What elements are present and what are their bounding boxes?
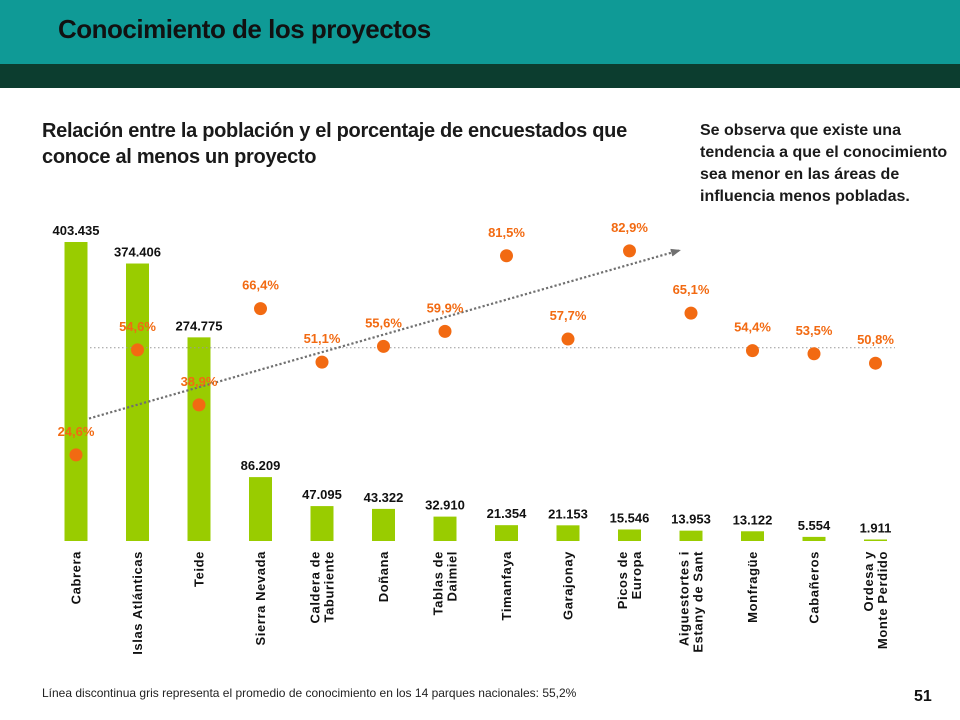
svg-text:Cabrera: Cabrera <box>69 551 84 605</box>
trend-arrow <box>88 248 681 420</box>
population-bar <box>679 530 703 541</box>
knowledge-point <box>807 347 821 361</box>
knowledge-point <box>623 244 636 258</box>
knowledge-point <box>69 448 83 462</box>
knowledge-percent-label: 54,4% <box>734 320 771 335</box>
knowledge-point <box>746 344 759 358</box>
page-title: Conocimiento de los proyectos <box>58 14 431 44</box>
population-value-label: 21.153 <box>548 506 588 521</box>
knowledge-point <box>131 343 144 357</box>
knowledge-point <box>561 332 575 346</box>
svg-text:Islas Atlánticas: Islas Atlánticas <box>130 551 145 655</box>
category-label: Islas Atlánticas <box>130 551 145 655</box>
population-bar <box>618 529 641 541</box>
chart-title: Relación entre la población y el porcent… <box>42 120 627 168</box>
category-label: Caldera deTaburiente <box>308 551 337 623</box>
footnote: Línea discontinua gris representa el pro… <box>42 686 577 700</box>
population-bar <box>310 506 334 541</box>
population-bar <box>64 242 88 541</box>
category-label: Sierra Nevada <box>253 551 268 646</box>
category-label: Aiguestortes iEstany de Sant <box>677 551 706 653</box>
knowledge-point <box>684 306 698 320</box>
population-value-label: 43.322 <box>364 490 404 505</box>
population-bar <box>187 337 211 541</box>
knowledge-point <box>500 249 513 263</box>
knowledge-point <box>254 302 267 316</box>
knowledge-percent-label: 82,9% <box>611 220 648 235</box>
knowledge-percent-label: 53,5% <box>796 323 833 338</box>
population-bar <box>249 477 272 541</box>
svg-text:Monfragüe: Monfragüe <box>745 551 760 623</box>
category-label: Picos deEuropa <box>615 551 644 609</box>
knowledge-point <box>438 324 452 338</box>
category-label: Cabañeros <box>807 551 822 624</box>
knowledge-percent-label: 66,4% <box>242 278 279 293</box>
svg-text:Timanfaya: Timanfaya <box>499 551 514 621</box>
population-value-label: 47.095 <box>302 487 342 502</box>
svg-text:Garajonay: Garajonay <box>561 551 576 620</box>
observation-note: Se observa que existe una tendencia a qu… <box>700 122 948 205</box>
page-number: 51 <box>914 688 932 705</box>
knowledge-percent-label: 65,1% <box>673 282 710 297</box>
svg-text:Sierra Nevada: Sierra Nevada <box>253 551 268 646</box>
header-stripe <box>0 64 960 88</box>
population-bar <box>433 516 457 541</box>
population-bar <box>495 525 518 541</box>
population-value-label: 15.546 <box>610 510 650 525</box>
header-bar <box>0 0 960 64</box>
population-value-label: 13.122 <box>733 512 773 527</box>
svg-text:Tablas deDaimiel: Tablas deDaimiel <box>431 551 460 615</box>
population-bar <box>126 263 149 541</box>
knowledge-point <box>192 398 206 412</box>
knowledge-percent-label: 51,1% <box>304 331 341 346</box>
svg-text:Doñana: Doñana <box>376 551 391 602</box>
population-value-label: 86.209 <box>241 458 281 473</box>
svg-text:Aiguestortes iEstany de Sant: Aiguestortes iEstany de Sant <box>677 551 706 653</box>
population-value-label: 21.354 <box>487 506 528 521</box>
knowledge-percent-label: 55,6% <box>365 315 402 330</box>
category-label: Monfragüe <box>745 551 760 623</box>
population-value-label: 32.910 <box>425 498 465 513</box>
knowledge-percent-label: 24,6% <box>58 424 95 439</box>
knowledge-percent-label: 59,9% <box>427 300 464 315</box>
knowledge-percent-label: 81,5% <box>488 225 525 240</box>
category-label: Cabrera <box>69 551 84 605</box>
knowledge-percent-label: 38,9% <box>181 374 218 389</box>
knowledge-point <box>377 339 390 353</box>
population-value-label: 403.435 <box>53 223 100 238</box>
category-label: Timanfaya <box>499 551 514 621</box>
population-bar <box>741 531 764 541</box>
knowledge-percent-label: 54,6% <box>119 319 156 334</box>
category-label: Doñana <box>376 551 391 602</box>
category-label: Tablas deDaimiel <box>431 551 460 615</box>
svg-text:Cabañeros: Cabañeros <box>807 551 822 624</box>
population-value-label: 1.911 <box>860 521 892 536</box>
population-value-label: 5.554 <box>798 518 831 533</box>
category-label: Ordesa yMonte Perdido <box>861 551 890 649</box>
population-value-label: 13.953 <box>671 512 711 527</box>
svg-text:Ordesa yMonte Perdido: Ordesa yMonte Perdido <box>861 551 890 649</box>
knowledge-point <box>315 355 329 369</box>
category-label: Teide <box>192 551 207 587</box>
population-bar <box>372 508 395 541</box>
knowledge-percent-label: 57,7% <box>550 308 587 323</box>
population-value-label: 374.406 <box>114 245 161 260</box>
population-bar <box>556 525 580 541</box>
svg-text:Picos deEuropa: Picos deEuropa <box>615 551 644 609</box>
population-value-label: 274.775 <box>176 318 223 333</box>
population-bar <box>802 536 826 541</box>
svg-text:Caldera deTaburiente: Caldera deTaburiente <box>308 551 337 623</box>
knowledge-point <box>869 356 882 370</box>
knowledge-percent-label: 50,8% <box>857 332 894 347</box>
population-bar <box>864 539 887 541</box>
category-label: Garajonay <box>561 551 576 620</box>
svg-text:Teide: Teide <box>192 551 207 587</box>
